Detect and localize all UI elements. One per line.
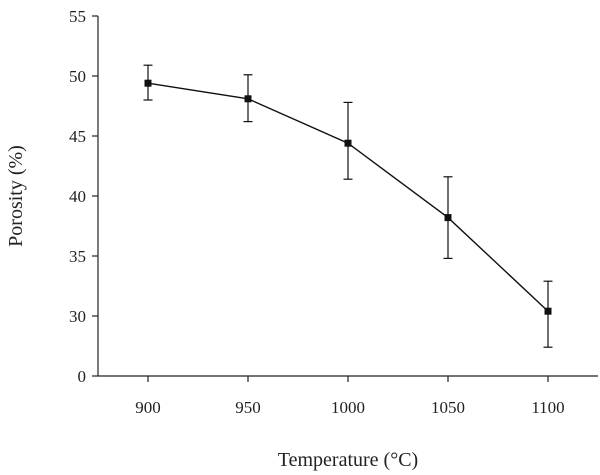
series-group <box>143 64 553 348</box>
x-tick-label-1100: 1100 <box>531 398 564 417</box>
data-point-1000 <box>344 139 352 147</box>
axes <box>97 16 598 377</box>
y-tick-label-55: 55 <box>69 7 86 26</box>
data-point-950 <box>244 95 252 103</box>
y-tick-label-50: 50 <box>69 67 86 86</box>
x-tick-label-950: 950 <box>235 398 261 417</box>
y-tick-label-40: 40 <box>69 187 86 206</box>
x-tick-label-1000: 1000 <box>331 398 365 417</box>
data-point-900 <box>144 79 152 87</box>
y-tick-label-30: 30 <box>69 307 86 326</box>
data-point-1100 <box>544 307 552 315</box>
y-tick-label-35: 35 <box>69 247 86 266</box>
x-axis-title: Temperature (°C) <box>278 449 418 471</box>
x-tick-label-900: 900 <box>135 398 161 417</box>
x-tick-label-1050: 1050 <box>431 398 465 417</box>
y-ticks: 0 30 35 40 45 50 55 <box>69 7 98 386</box>
y-tick-label-0: 0 <box>78 367 87 386</box>
x-ticks: 900 950 1000 1050 1100 <box>135 376 565 417</box>
y-axis-title: Porosity (%) <box>5 145 27 247</box>
data-point-1050 <box>444 214 452 222</box>
y-tick-label-45: 45 <box>69 127 86 146</box>
